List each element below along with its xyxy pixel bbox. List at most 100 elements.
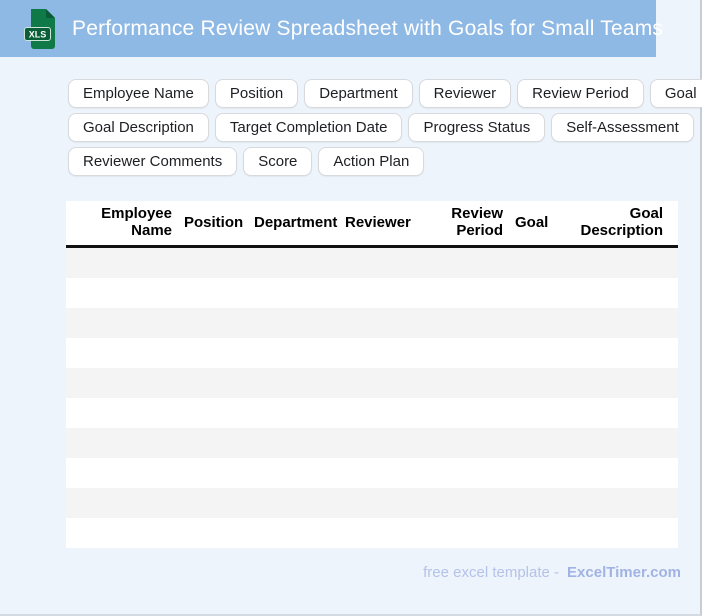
- chip-department[interactable]: Department: [304, 79, 413, 108]
- table-cell: [414, 518, 511, 548]
- table-row: [66, 308, 678, 338]
- table-cell: [556, 458, 678, 488]
- table-row: [66, 246, 678, 279]
- chip-action-plan[interactable]: Action Plan: [318, 147, 425, 176]
- chip-review-period[interactable]: Review Period: [517, 79, 644, 108]
- footer-brand-link[interactable]: ExcelTimer.com: [567, 564, 681, 581]
- table-cell: [180, 398, 250, 428]
- table-cell: [66, 488, 180, 518]
- table-cell: [511, 458, 556, 488]
- spreadsheet-table: Employee Name Position Department Review…: [66, 201, 678, 548]
- chip-target-completion-date[interactable]: Target Completion Date: [214, 113, 403, 142]
- table-cell: [556, 247, 678, 279]
- table-cell: [66, 458, 180, 488]
- table-cell: [180, 338, 250, 368]
- footer-text: free excel template -: [423, 564, 560, 581]
- table-cell: [250, 308, 341, 338]
- chip-self-assessment[interactable]: Self-Assessment: [551, 113, 694, 142]
- table-cell: [556, 278, 678, 308]
- table-cell: [341, 398, 414, 428]
- table-cell: [556, 398, 678, 428]
- table-cell: [250, 338, 341, 368]
- table-cell: [66, 247, 180, 279]
- table-cell: [180, 428, 250, 458]
- table-cell: [511, 368, 556, 398]
- column-header-goal-description: Goal Description: [556, 201, 678, 248]
- table-cell: [180, 247, 250, 279]
- column-header-goal: Goal: [511, 201, 556, 248]
- table-cell: [556, 488, 678, 518]
- table-cell: [250, 398, 341, 428]
- header-band: XLS Performance Review Spreadsheet with …: [0, 0, 663, 57]
- column-header-position: Position: [180, 201, 250, 248]
- table-cell: [556, 338, 678, 368]
- table-row: [66, 398, 678, 428]
- xls-icon-label: XLS: [29, 29, 47, 39]
- table-cell: [414, 458, 511, 488]
- table-cell: [341, 308, 414, 338]
- table-cell: [66, 398, 180, 428]
- table-cell: [66, 368, 180, 398]
- table-cell: [250, 278, 341, 308]
- table-cell: [341, 518, 414, 548]
- table-cell: [180, 488, 250, 518]
- table-cell: [341, 488, 414, 518]
- table-cell: [414, 398, 511, 428]
- chip-employee-name[interactable]: Employee Name: [68, 79, 209, 108]
- table-cell: [414, 247, 511, 279]
- table-cell: [414, 308, 511, 338]
- chip-score[interactable]: Score: [243, 147, 313, 176]
- table-cell: [341, 338, 414, 368]
- table-body: [66, 246, 678, 548]
- chip-row-1: Employee Name Position Department Review…: [68, 79, 702, 108]
- table-cell: [180, 518, 250, 548]
- table-cell: [414, 428, 511, 458]
- chip-goal[interactable]: Goal: [649, 79, 702, 108]
- chip-progress-status[interactable]: Progress Status: [408, 113, 546, 142]
- chip-position[interactable]: Position: [214, 79, 299, 108]
- column-header-review-period: Review Period: [414, 201, 511, 248]
- table-cell: [511, 278, 556, 308]
- table-cell: [511, 428, 556, 458]
- table-cell: [250, 247, 341, 279]
- page-title: Performance Review Spreadsheet with Goal…: [72, 16, 664, 40]
- table-cell: [341, 247, 414, 279]
- chip-row-3: Reviewer Comments Score Action Plan: [68, 147, 700, 176]
- table-row: [66, 518, 678, 548]
- table-cell: [66, 518, 180, 548]
- table-cell: [180, 278, 250, 308]
- column-header-employee-name: Employee Name: [66, 201, 180, 248]
- table-row: [66, 278, 678, 308]
- xls-file-icon: XLS: [24, 8, 55, 49]
- footer: free excel template - ExcelTimer.com: [423, 564, 681, 581]
- table-cell: [414, 278, 511, 308]
- table-cell: [250, 488, 341, 518]
- table-cell: [180, 308, 250, 338]
- column-chip-list: Employee Name Position Department Review…: [68, 79, 702, 176]
- table-cell: [250, 368, 341, 398]
- table-cell: [511, 247, 556, 279]
- table-cell: [250, 518, 341, 548]
- table-cell: [250, 428, 341, 458]
- table-cell: [556, 308, 678, 338]
- table-cell: [511, 518, 556, 548]
- table-row: [66, 428, 678, 458]
- table-cell: [66, 308, 180, 338]
- chip-reviewer-comments[interactable]: Reviewer Comments: [68, 147, 238, 176]
- table-cell: [250, 458, 341, 488]
- table-cell: [341, 368, 414, 398]
- table-cell: [511, 338, 556, 368]
- table-cell: [341, 458, 414, 488]
- table-row: [66, 338, 678, 368]
- chip-goal-description[interactable]: Goal Description: [68, 113, 209, 142]
- table-cell: [556, 428, 678, 458]
- chip-reviewer[interactable]: Reviewer: [418, 79, 512, 108]
- table-cell: [414, 488, 511, 518]
- table-header-row: Employee Name Position Department Review…: [66, 201, 678, 248]
- table-cell: [180, 458, 250, 488]
- table-cell: [341, 428, 414, 458]
- table-cell: [66, 338, 180, 368]
- column-header-reviewer: Reviewer: [341, 201, 414, 248]
- table-cell: [511, 308, 556, 338]
